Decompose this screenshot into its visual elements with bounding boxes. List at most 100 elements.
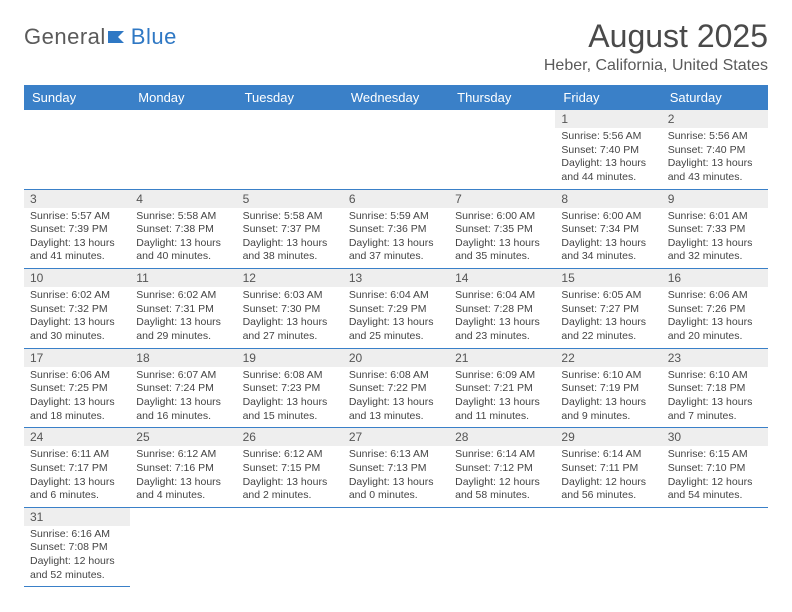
sunrise-line: Sunrise: 5:58 AM	[243, 210, 337, 224]
day-number: 27	[343, 428, 449, 446]
sunrise-line: Sunrise: 5:59 AM	[349, 210, 443, 224]
day-number: 17	[24, 349, 130, 367]
daylight-line: Daylight: 13 hours and 13 minutes.	[349, 396, 443, 423]
calendar-cell	[237, 110, 343, 189]
sunset-line: Sunset: 7:33 PM	[668, 223, 762, 237]
day-details: Sunrise: 6:08 AMSunset: 7:23 PMDaylight:…	[237, 367, 343, 428]
calendar-cell: 3Sunrise: 5:57 AMSunset: 7:39 PMDaylight…	[24, 189, 130, 269]
sunrise-line: Sunrise: 6:14 AM	[455, 448, 549, 462]
day-details: Sunrise: 6:06 AMSunset: 7:25 PMDaylight:…	[24, 367, 130, 428]
sunrise-line: Sunrise: 6:00 AM	[455, 210, 549, 224]
daylight-line: Daylight: 13 hours and 37 minutes.	[349, 237, 443, 264]
day-details: Sunrise: 6:13 AMSunset: 7:13 PMDaylight:…	[343, 446, 449, 507]
sunrise-line: Sunrise: 6:09 AM	[455, 369, 549, 383]
sunrise-line: Sunrise: 6:00 AM	[561, 210, 655, 224]
sunrise-line: Sunrise: 6:10 AM	[561, 369, 655, 383]
day-details: Sunrise: 5:59 AMSunset: 7:36 PMDaylight:…	[343, 208, 449, 269]
calendar-cell: 27Sunrise: 6:13 AMSunset: 7:13 PMDayligh…	[343, 428, 449, 508]
sunset-line: Sunset: 7:11 PM	[561, 462, 655, 476]
sunrise-line: Sunrise: 6:06 AM	[668, 289, 762, 303]
sunset-line: Sunset: 7:12 PM	[455, 462, 549, 476]
calendar-cell	[343, 507, 449, 587]
day-details: Sunrise: 6:16 AMSunset: 7:08 PMDaylight:…	[24, 526, 130, 587]
day-details: Sunrise: 6:04 AMSunset: 7:29 PMDaylight:…	[343, 287, 449, 348]
weekday-header: Monday	[130, 85, 236, 110]
day-number: 23	[662, 349, 768, 367]
day-number: 25	[130, 428, 236, 446]
day-number: 6	[343, 190, 449, 208]
calendar-cell: 19Sunrise: 6:08 AMSunset: 7:23 PMDayligh…	[237, 348, 343, 428]
calendar-cell	[662, 507, 768, 587]
sunset-line: Sunset: 7:25 PM	[30, 382, 124, 396]
weekday-header: Saturday	[662, 85, 768, 110]
weekday-header: Sunday	[24, 85, 130, 110]
daylight-line: Daylight: 13 hours and 18 minutes.	[30, 396, 124, 423]
day-number: 20	[343, 349, 449, 367]
brand-text: GeneralBlue	[24, 24, 177, 51]
sunset-line: Sunset: 7:27 PM	[561, 303, 655, 317]
day-details: Sunrise: 6:10 AMSunset: 7:18 PMDaylight:…	[662, 367, 768, 428]
sunrise-line: Sunrise: 6:06 AM	[30, 369, 124, 383]
daylight-line: Daylight: 13 hours and 22 minutes.	[561, 316, 655, 343]
day-details: Sunrise: 6:00 AMSunset: 7:34 PMDaylight:…	[555, 208, 661, 269]
day-number: 18	[130, 349, 236, 367]
sunrise-line: Sunrise: 6:08 AM	[243, 369, 337, 383]
calendar-cell: 28Sunrise: 6:14 AMSunset: 7:12 PMDayligh…	[449, 428, 555, 508]
calendar-table: SundayMondayTuesdayWednesdayThursdayFrid…	[24, 85, 768, 587]
sunset-line: Sunset: 7:15 PM	[243, 462, 337, 476]
sunrise-line: Sunrise: 5:57 AM	[30, 210, 124, 224]
day-details: Sunrise: 6:12 AMSunset: 7:16 PMDaylight:…	[130, 446, 236, 507]
day-number: 15	[555, 269, 661, 287]
day-number: 10	[24, 269, 130, 287]
sunrise-line: Sunrise: 6:15 AM	[668, 448, 762, 462]
calendar-cell: 24Sunrise: 6:11 AMSunset: 7:17 PMDayligh…	[24, 428, 130, 508]
daylight-line: Daylight: 13 hours and 40 minutes.	[136, 237, 230, 264]
daylight-line: Daylight: 13 hours and 23 minutes.	[455, 316, 549, 343]
brand-logo: GeneralBlue	[24, 18, 177, 51]
day-details: Sunrise: 6:06 AMSunset: 7:26 PMDaylight:…	[662, 287, 768, 348]
calendar-cell	[130, 507, 236, 587]
day-number: 4	[130, 190, 236, 208]
daylight-line: Daylight: 13 hours and 2 minutes.	[243, 476, 337, 503]
day-details: Sunrise: 6:02 AMSunset: 7:31 PMDaylight:…	[130, 287, 236, 348]
day-number: 21	[449, 349, 555, 367]
day-details: Sunrise: 6:11 AMSunset: 7:17 PMDaylight:…	[24, 446, 130, 507]
calendar-cell: 21Sunrise: 6:09 AMSunset: 7:21 PMDayligh…	[449, 348, 555, 428]
calendar-cell: 5Sunrise: 5:58 AMSunset: 7:37 PMDaylight…	[237, 189, 343, 269]
sunset-line: Sunset: 7:30 PM	[243, 303, 337, 317]
day-number: 26	[237, 428, 343, 446]
sunset-line: Sunset: 7:29 PM	[349, 303, 443, 317]
daylight-line: Daylight: 12 hours and 58 minutes.	[455, 476, 549, 503]
sunset-line: Sunset: 7:37 PM	[243, 223, 337, 237]
day-number: 1	[555, 110, 661, 128]
day-details: Sunrise: 6:12 AMSunset: 7:15 PMDaylight:…	[237, 446, 343, 507]
calendar-cell	[449, 507, 555, 587]
sunset-line: Sunset: 7:18 PM	[668, 382, 762, 396]
day-details: Sunrise: 5:58 AMSunset: 7:38 PMDaylight:…	[130, 208, 236, 269]
title-block: August 2025 Heber, California, United St…	[544, 18, 768, 75]
day-details: Sunrise: 6:04 AMSunset: 7:28 PMDaylight:…	[449, 287, 555, 348]
weekday-header-row: SundayMondayTuesdayWednesdayThursdayFrid…	[24, 85, 768, 110]
day-details: Sunrise: 6:08 AMSunset: 7:22 PMDaylight:…	[343, 367, 449, 428]
calendar-cell: 8Sunrise: 6:00 AMSunset: 7:34 PMDaylight…	[555, 189, 661, 269]
daylight-line: Daylight: 13 hours and 7 minutes.	[668, 396, 762, 423]
sunset-line: Sunset: 7:23 PM	[243, 382, 337, 396]
calendar-cell: 14Sunrise: 6:04 AMSunset: 7:28 PMDayligh…	[449, 269, 555, 349]
sunset-line: Sunset: 7:34 PM	[561, 223, 655, 237]
calendar-cell	[130, 110, 236, 189]
day-details: Sunrise: 6:05 AMSunset: 7:27 PMDaylight:…	[555, 287, 661, 348]
sunrise-line: Sunrise: 6:02 AM	[30, 289, 124, 303]
calendar-week-row: 10Sunrise: 6:02 AMSunset: 7:32 PMDayligh…	[24, 269, 768, 349]
daylight-line: Daylight: 13 hours and 15 minutes.	[243, 396, 337, 423]
sunset-line: Sunset: 7:40 PM	[668, 144, 762, 158]
calendar-cell: 9Sunrise: 6:01 AMSunset: 7:33 PMDaylight…	[662, 189, 768, 269]
calendar-cell: 26Sunrise: 6:12 AMSunset: 7:15 PMDayligh…	[237, 428, 343, 508]
daylight-line: Daylight: 13 hours and 20 minutes.	[668, 316, 762, 343]
weekday-header: Thursday	[449, 85, 555, 110]
calendar-cell	[237, 507, 343, 587]
brand-part1: General	[24, 24, 106, 49]
daylight-line: Daylight: 13 hours and 9 minutes.	[561, 396, 655, 423]
calendar-cell: 13Sunrise: 6:04 AMSunset: 7:29 PMDayligh…	[343, 269, 449, 349]
sunset-line: Sunset: 7:36 PM	[349, 223, 443, 237]
daylight-line: Daylight: 13 hours and 29 minutes.	[136, 316, 230, 343]
